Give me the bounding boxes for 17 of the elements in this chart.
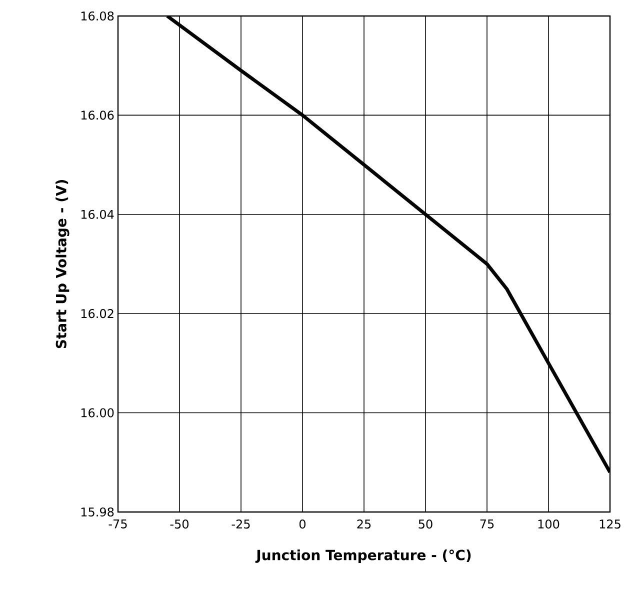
y-tick-label: 16.06 xyxy=(81,110,114,120)
x-tick-label: -50 xyxy=(170,520,189,529)
x-tick-label: 125 xyxy=(600,520,620,529)
x-tick-label: 100 xyxy=(538,520,560,529)
y-tick-label: 16.08 xyxy=(81,11,114,21)
y-tick-label: 16.04 xyxy=(81,210,114,219)
x-tick-label: -75 xyxy=(108,520,127,528)
y-tick-label: 16.00 xyxy=(81,408,114,418)
x-tick-label: 25 xyxy=(357,520,371,529)
y-tick-label: 16.02 xyxy=(81,309,114,318)
x-tick-label: -25 xyxy=(232,520,250,529)
x-axis-title: Junction Temperature - (°C) xyxy=(255,549,471,564)
y-tick-label: 15.98 xyxy=(81,507,114,517)
x-tick-label: 0 xyxy=(299,520,306,529)
x-tick-label: 50 xyxy=(418,520,432,529)
y-axis-title: Start Up Voltage - (V) xyxy=(56,180,70,348)
x-tick-label: 75 xyxy=(480,520,494,528)
